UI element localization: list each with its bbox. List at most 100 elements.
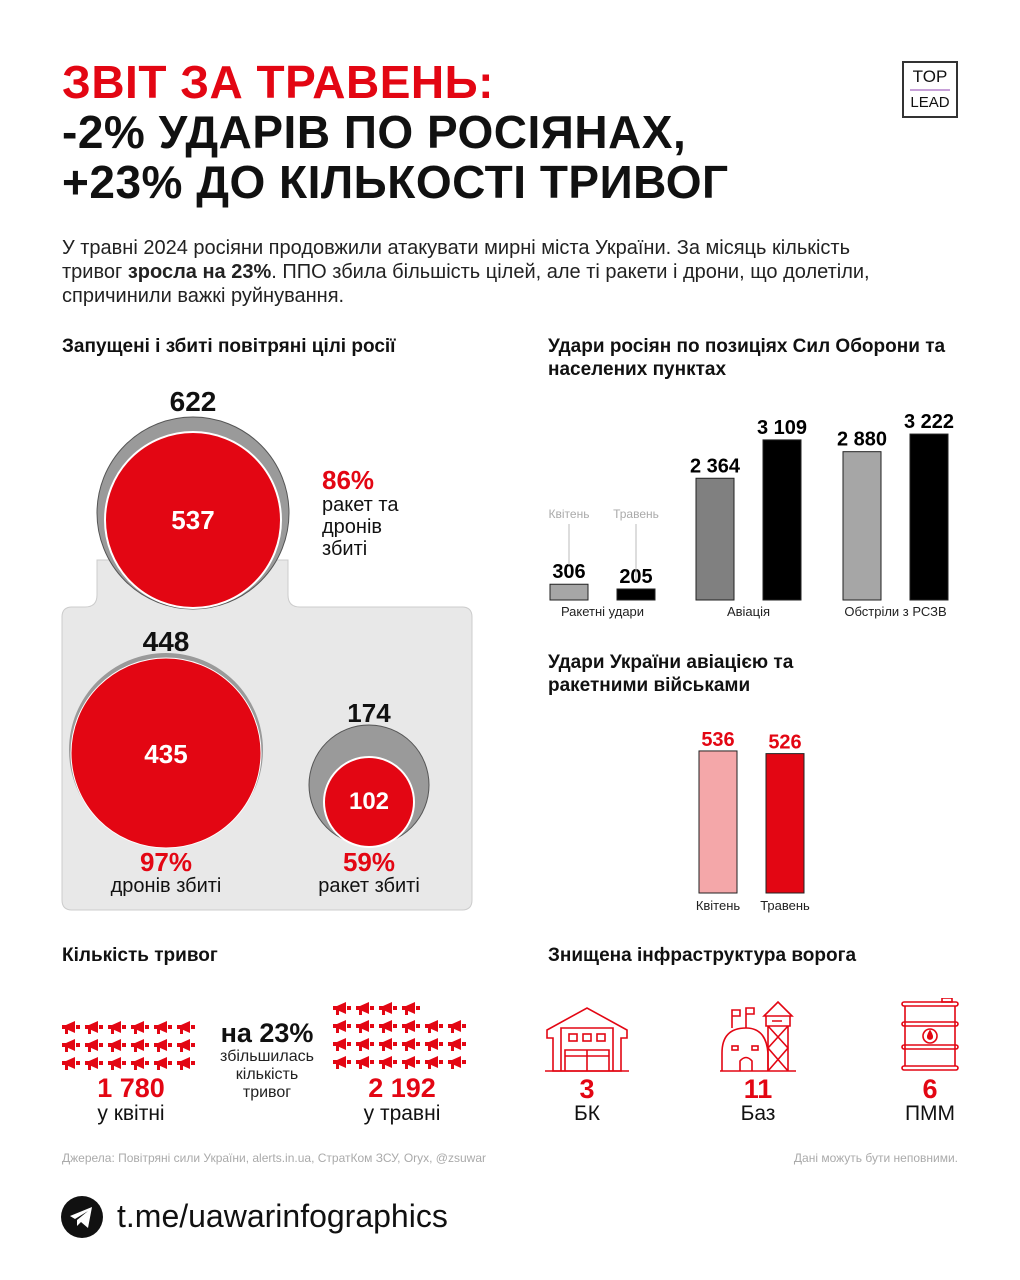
- bar-0-0: [549, 583, 589, 601]
- legend-Травень: Травень: [613, 507, 659, 521]
- megaphone-icon: [154, 1021, 172, 1034]
- april-alarms-value: 1 780: [97, 1073, 165, 1103]
- bar-0: [698, 750, 738, 894]
- megaphone-icon: [108, 1021, 126, 1034]
- megaphone-icon: [402, 1056, 420, 1069]
- megaphone-icon: [131, 1039, 149, 1052]
- infra-value-0: 3: [579, 1074, 595, 1104]
- infra-title: Знищена інфраструктура ворога: [548, 945, 857, 966]
- logo-bottom: LEAD: [910, 94, 950, 111]
- chart2-title: Удари України авіацією та ракетними війс…: [548, 652, 794, 696]
- infra-value-1: 11: [743, 1074, 773, 1104]
- megaphone-icon: [379, 1002, 397, 1015]
- bar-1-2: [909, 433, 949, 601]
- bar-1-0: [616, 588, 656, 601]
- warehouse-icon: [545, 1007, 629, 1072]
- megaphone-icon: [131, 1057, 149, 1070]
- megaphone-icon: [402, 1038, 420, 1051]
- missiles-shot-circle: [323, 756, 415, 848]
- megaphone-icon: [425, 1038, 443, 1051]
- megaphone-icon: [379, 1056, 397, 1069]
- megaphone-icon: [448, 1038, 466, 1051]
- chart1-title: Удари росіян по позиціях Сил Оборони та …: [548, 336, 946, 380]
- infra-value-2: 6: [922, 1074, 938, 1104]
- megaphone-icon: [379, 1038, 397, 1051]
- bar-label-0-0: 306: [552, 561, 585, 583]
- bar-1-1: [762, 439, 802, 601]
- megaphone-icon: [62, 1039, 80, 1052]
- legend-Квітень: Квітень: [549, 507, 590, 521]
- megaphone-icon: [333, 1020, 351, 1033]
- megaphone-icon: [448, 1020, 466, 1033]
- drones-shot: 435: [144, 739, 188, 769]
- megaphone-icon: [154, 1057, 172, 1070]
- megaphone-icon: [131, 1021, 149, 1034]
- total-shot: 537: [171, 505, 215, 535]
- drones-shot-circle: [70, 657, 262, 849]
- megaphone-icon: [333, 1038, 351, 1051]
- logo: TOP LEAD: [902, 61, 958, 118]
- bar-label-0-2: 2 880: [837, 429, 887, 451]
- military-base-icon: [720, 1000, 796, 1072]
- alarms-change: на 23%: [220, 1018, 314, 1048]
- may-alarms-value: 2 192: [368, 1073, 436, 1103]
- bar-0-1: [695, 477, 735, 601]
- ukraine-strikes-chart: 536 Квітень 526 Травень: [696, 729, 810, 913]
- category-label-2: Обстріли з РСЗВ: [844, 604, 946, 619]
- infra-label-1: Баз: [740, 1102, 776, 1125]
- megaphone-icon: [177, 1021, 195, 1034]
- total-pct: 86%: [322, 465, 375, 495]
- megaphone-icon: [402, 1020, 420, 1033]
- megaphone-icon: [62, 1057, 80, 1070]
- infra-label-2: ПММ: [904, 1102, 956, 1125]
- category-label-0: Квітень: [696, 898, 741, 913]
- megaphone-icon: [108, 1057, 126, 1070]
- bar-1: [765, 753, 805, 894]
- drones-pct-label: дронів збиті: [110, 875, 222, 897]
- category-label-0: Ракетні удари: [561, 604, 644, 619]
- category-label-1: Травень: [760, 898, 810, 913]
- megaphone-icon: [85, 1039, 103, 1052]
- drones-launched: 448: [142, 626, 190, 657]
- total-shot-circle: [104, 431, 282, 609]
- bar-0-2: [842, 451, 882, 601]
- missiles-launched: 174: [347, 698, 391, 728]
- megaphone-icon: [154, 1039, 172, 1052]
- air-targets-bubbles: [61, 416, 473, 911]
- total-pct-label: ракет та дронів збиті: [322, 494, 399, 560]
- megaphone-icon: [402, 1002, 420, 1015]
- bar-label-0: 536: [701, 729, 734, 751]
- sources: Джерела: Повітряні сили України, alerts.…: [62, 1151, 487, 1165]
- may-alarm-icons: [333, 1002, 466, 1069]
- bar-label-0-1: 2 364: [690, 455, 741, 477]
- megaphone-icon: [448, 1056, 466, 1069]
- megaphone-icon: [333, 1056, 351, 1069]
- alarms-title: Кількість тривог: [62, 945, 218, 966]
- bar-label-1: 526: [768, 732, 801, 754]
- missiles-pct: 59%: [342, 847, 396, 877]
- alarms-change-text: збільшилась кількість тривог: [220, 1048, 314, 1101]
- megaphone-icon: [108, 1039, 126, 1052]
- megaphone-icon: [333, 1002, 351, 1015]
- megaphone-icon: [425, 1020, 443, 1033]
- title-line-1: ЗВІТ ЗА ТРАВЕНЬ:: [62, 56, 494, 108]
- infra-label-0: БК: [573, 1102, 600, 1125]
- telegram-link[interactable]: t.me/uawarinfographics: [117, 1198, 448, 1234]
- megaphone-icon: [177, 1057, 195, 1070]
- logo-top: TOP: [912, 67, 948, 86]
- missiles-pct-label: ракет збиті: [318, 875, 420, 897]
- drones-pct: 97%: [139, 847, 193, 877]
- megaphone-icon: [356, 1038, 374, 1051]
- category-label-1: Авіація: [727, 604, 770, 619]
- megaphone-icon: [62, 1021, 80, 1034]
- megaphone-icon: [85, 1057, 103, 1070]
- megaphone-icon: [356, 1020, 374, 1033]
- april-alarms-label: у квітні: [97, 1102, 165, 1125]
- title-line-2: -2% УДАРІВ ПО РОСІЯНАХ,: [62, 106, 687, 158]
- megaphone-icon: [177, 1039, 195, 1052]
- total-launched: 622: [169, 386, 217, 417]
- megaphone-icon: [379, 1020, 397, 1033]
- title-line-3: +23% ДО КІЛЬКОСТІ ТРИВОГ: [62, 156, 729, 208]
- telegram-icon[interactable]: [61, 1196, 103, 1238]
